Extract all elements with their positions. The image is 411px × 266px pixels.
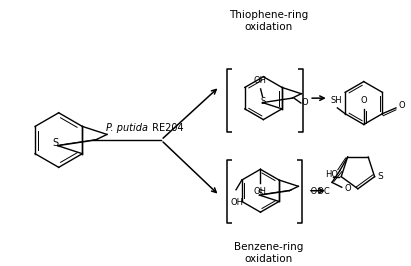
Text: OH: OH	[254, 187, 267, 196]
Text: oxidation: oxidation	[244, 22, 292, 32]
Text: S: S	[258, 189, 263, 198]
Text: OH: OH	[253, 76, 266, 85]
Text: oxidation: oxidation	[244, 254, 292, 264]
Text: SH: SH	[330, 96, 342, 105]
Text: Benzene-ring: Benzene-ring	[233, 242, 303, 252]
Text: RE204: RE204	[149, 123, 184, 133]
Text: O: O	[302, 98, 309, 107]
Text: O: O	[360, 96, 367, 105]
Text: Thiophene-ring: Thiophene-ring	[229, 10, 308, 20]
Text: OH: OH	[231, 198, 243, 207]
Text: S: S	[261, 97, 266, 106]
Text: ·OOC: ·OOC	[308, 187, 330, 196]
Text: S: S	[377, 172, 383, 181]
Text: O: O	[345, 184, 351, 193]
Text: O: O	[399, 101, 406, 110]
Text: S: S	[53, 138, 59, 148]
Text: HO: HO	[325, 170, 338, 179]
Text: P. putida: P. putida	[106, 123, 148, 133]
